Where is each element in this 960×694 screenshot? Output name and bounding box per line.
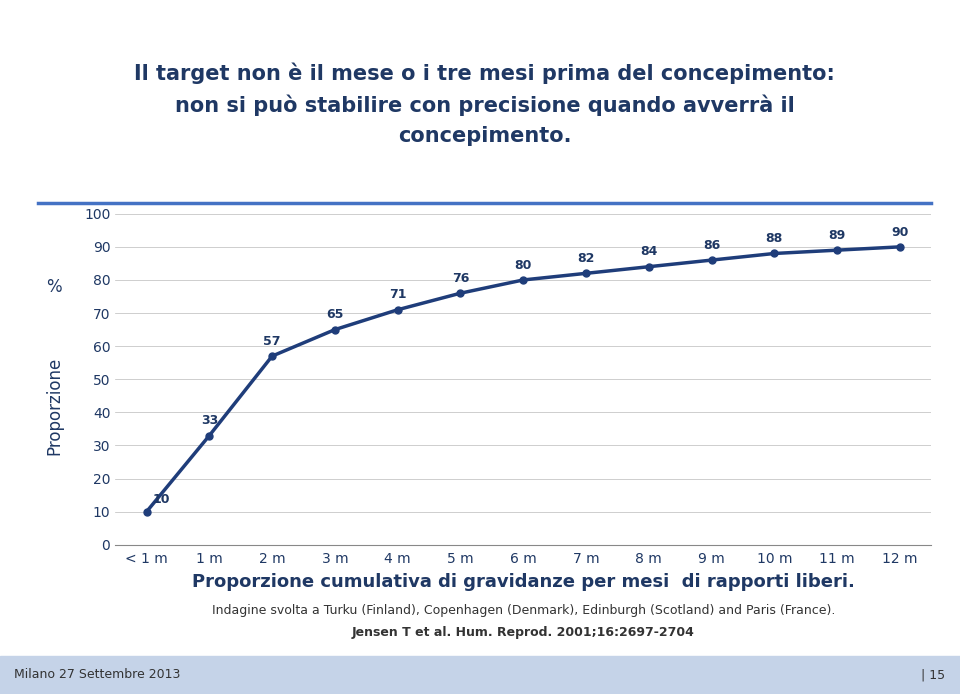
Text: Proporzione: Proporzione bbox=[45, 357, 63, 455]
Text: 33: 33 bbox=[201, 414, 218, 428]
Text: 57: 57 bbox=[263, 335, 281, 348]
Text: 71: 71 bbox=[389, 289, 406, 301]
Text: Proporzione cumulativa di gravidanze per mesi  di rapporti liberi.: Proporzione cumulativa di gravidanze per… bbox=[192, 573, 854, 591]
Text: | 15: | 15 bbox=[922, 668, 946, 682]
Text: 89: 89 bbox=[828, 229, 846, 242]
Text: 86: 86 bbox=[703, 239, 720, 252]
Text: 90: 90 bbox=[891, 226, 908, 239]
Text: 65: 65 bbox=[326, 308, 344, 321]
Text: 10: 10 bbox=[152, 493, 170, 506]
Text: 88: 88 bbox=[766, 232, 783, 245]
Text: Milano 27 Settembre 2013: Milano 27 Settembre 2013 bbox=[14, 668, 180, 682]
Text: 76: 76 bbox=[452, 272, 469, 285]
Text: 82: 82 bbox=[577, 252, 594, 265]
Text: Il target non è il mese o i tre mesi prima del concepimento:
non si può stabilir: Il target non è il mese o i tre mesi pri… bbox=[134, 62, 835, 146]
Text: Indagine svolta a Turku (Finland), Copenhagen (Denmark), Edinburgh (Scotland) an: Indagine svolta a Turku (Finland), Copen… bbox=[211, 604, 835, 617]
Text: Jensen T et al. Hum. Reprod. 2001;16:2697-2704: Jensen T et al. Hum. Reprod. 2001;16:269… bbox=[351, 626, 695, 639]
Text: 84: 84 bbox=[640, 246, 658, 258]
Text: %: % bbox=[46, 278, 61, 296]
Text: 80: 80 bbox=[515, 259, 532, 271]
